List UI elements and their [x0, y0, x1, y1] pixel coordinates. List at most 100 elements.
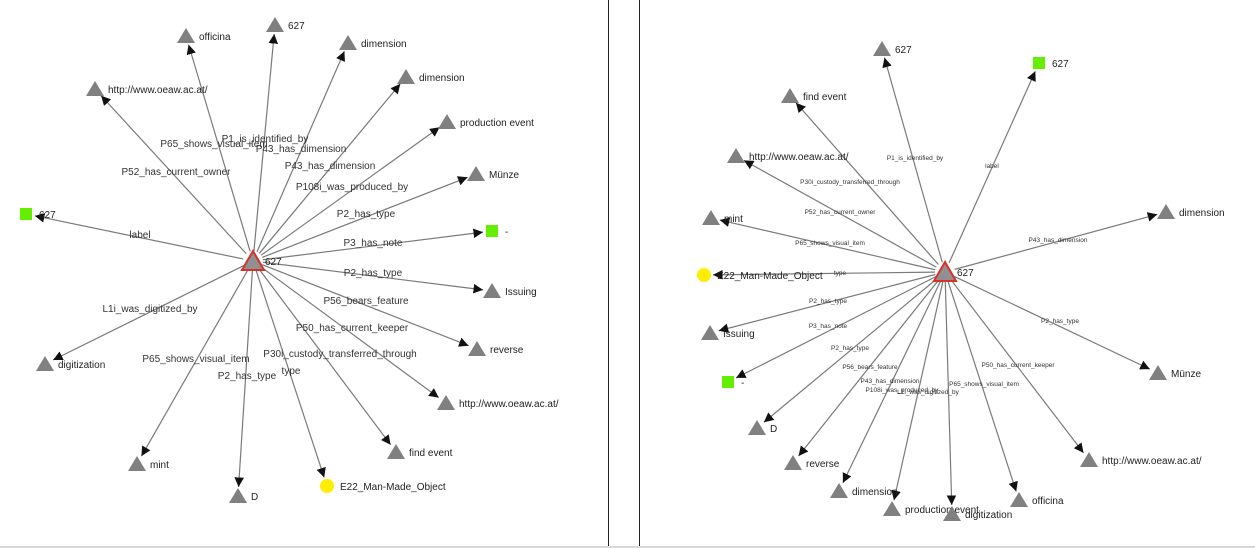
node-http-www-oeaw-ac-at[interactable]: http://www.oeaw.ac.at/	[1080, 452, 1202, 467]
edge-p1-is-identified-by[interactable]	[253, 33, 279, 252]
edge-p1-is-identified-by[interactable]	[882, 57, 943, 263]
edge-p43-has-dimension[interactable]	[256, 51, 345, 253]
edge-label[interactable]	[34, 213, 244, 260]
edge-p2-has-type[interactable]	[953, 275, 1151, 370]
edge-labels: P65_shows_visual_itemP1_is_identified_by…	[102, 134, 416, 382]
triangle-node-icon	[468, 341, 486, 356]
node-dimension[interactable]: dimension	[1157, 204, 1225, 219]
node-digitization[interactable]: digitization	[943, 506, 1012, 521]
edge-p65-shows-visual-item[interactable]	[947, 281, 1018, 492]
edge-p108i-was-produced-by[interactable]	[260, 126, 441, 256]
edge-label-p43-has-dimension: P43_has_dimension	[285, 161, 376, 172]
node-dimension[interactable]: dimension	[397, 69, 465, 84]
node-dash[interactable]: -	[722, 376, 744, 389]
node-reverse[interactable]: reverse	[784, 455, 840, 470]
node-http-www-oeaw-ac-at[interactable]: http://www.oeaw.ac.at/	[437, 395, 559, 410]
edge-p108i-was-produced-by[interactable]	[891, 281, 944, 501]
node-label: digitization	[965, 510, 1012, 521]
edge-p3-has-note[interactable]	[262, 228, 484, 261]
edge-type[interactable]	[712, 269, 936, 280]
node-production-event[interactable]: production event	[438, 114, 534, 129]
node-m-nze[interactable]: Münze	[1149, 365, 1201, 380]
center-node[interactable]: 627	[240, 249, 282, 271]
triangle-node-icon	[748, 420, 766, 435]
triangle-node-icon	[36, 356, 54, 371]
edge-p65-shows-visual-item[interactable]	[719, 217, 936, 271]
node-issuing[interactable]: Issuing	[701, 325, 755, 340]
edge-p2-has-type[interactable]	[718, 273, 936, 333]
circle-node-icon	[697, 268, 711, 282]
edge-p2-has-type[interactable]	[234, 270, 253, 488]
node-issuing[interactable]: Issuing	[483, 283, 537, 298]
node-627[interactable]: 627	[1033, 57, 1069, 70]
node-label: http://www.oeaw.ac.at/	[459, 399, 559, 410]
edge-label-p2-has-type: P2_has_type	[218, 371, 277, 382]
edge-label-p3-has-note: P3_has_note	[809, 323, 848, 330]
edge-label-p30i-custody-transferred-through: P30i_custody_transferred_through	[263, 349, 416, 360]
node-http-www-oeaw-ac-at[interactable]: http://www.oeaw.ac.at/	[86, 81, 208, 96]
node-e22-man-made-object[interactable]: E22_Man-Made_Object	[697, 268, 823, 282]
node-reverse[interactable]: reverse	[468, 341, 524, 356]
node-m-nze[interactable]: Münze	[467, 166, 519, 181]
node-label: reverse	[806, 459, 840, 470]
edge-p52-has-current-owner[interactable]	[743, 159, 937, 268]
node-d[interactable]: D	[229, 488, 258, 503]
edge-p30i-custody-transferred-through[interactable]	[795, 102, 939, 265]
edge-p65-shows-visual-item[interactable]	[186, 44, 251, 252]
edge-p50-has-current-keeper[interactable]	[260, 266, 440, 399]
node-627[interactable]: 627	[20, 208, 56, 221]
node-label: officina	[1032, 496, 1064, 507]
edge-label-p65-shows-visual-item: P65_shows_visual_item	[142, 354, 249, 365]
node-production-event[interactable]: production event	[883, 501, 979, 516]
node-digitization[interactable]: digitization	[36, 356, 105, 371]
triangle-node-icon	[397, 69, 415, 84]
node-find-event[interactable]: find event	[781, 88, 847, 103]
edge-l1i-was-digitized-by[interactable]	[52, 264, 245, 361]
edge-p56-bears-feature[interactable]	[798, 279, 940, 457]
node-dimension[interactable]: dimension	[830, 483, 898, 498]
edge-p3-has-note[interactable]	[735, 275, 937, 379]
edge-p2-has-type[interactable]	[262, 261, 484, 294]
edge-p52-has-current-owner[interactable]	[100, 95, 247, 255]
node-627[interactable]: 627	[873, 41, 912, 56]
node-627[interactable]: 627	[266, 17, 305, 32]
triangle-node-icon	[784, 455, 802, 470]
node-dimension[interactable]: dimension	[339, 35, 407, 50]
bottom-scroll-border	[0, 546, 1255, 548]
node-mint[interactable]: mint	[128, 456, 169, 471]
edge-p43-has-dimension[interactable]	[954, 212, 1158, 270]
edge-label-label: label	[129, 230, 150, 241]
edge-p2-has-type[interactable]	[763, 277, 938, 423]
triangle-node-icon	[943, 506, 961, 521]
edge-p43-has-dimension[interactable]	[842, 280, 942, 484]
node-label: 627	[288, 21, 305, 32]
edge-label-p65-shows-visual-item: P65_shows_visual_item	[795, 240, 865, 247]
edge-label[interactable]	[948, 70, 1036, 264]
left-graph-panel[interactable]: P65_shows_visual_item P1_is_identified_by…	[0, 0, 608, 546]
edge-label-p2-has-type: P2_has_type	[1041, 318, 1079, 325]
left-graph-canvas[interactable]: P65_shows_visual_itemP1_is_identified_by…	[0, 0, 608, 546]
node-e22-man-made-object[interactable]: E22_Man-Made_Object	[320, 479, 446, 493]
triangle-node-icon	[1010, 492, 1028, 507]
node-http-www-oeaw-ac-at[interactable]: http://www.oeaw.ac.at/	[727, 148, 849, 163]
node-label: find event	[409, 448, 453, 459]
edge-p30i-custody-transferred-through[interactable]	[258, 268, 392, 446]
edge-l1i-was-digitized-by[interactable]	[944, 281, 957, 506]
edge-p2-has-type[interactable]	[262, 176, 468, 258]
right-graph-panel[interactable]: P1_is_identified_by label P30i_custody_tra…	[640, 0, 1255, 546]
node-dash[interactable]: -	[486, 225, 508, 238]
edge-type[interactable]	[255, 270, 326, 478]
edge-p50-has-current-keeper[interactable]	[950, 279, 1085, 454]
center-node[interactable]: 627	[932, 260, 974, 282]
node-find-event[interactable]: find event	[387, 444, 453, 459]
node-d[interactable]: D	[748, 420, 777, 435]
edge-p56-bears-feature[interactable]	[262, 264, 469, 347]
node-officina[interactable]: officina	[177, 28, 231, 43]
edge-p43-has-dimension[interactable]	[258, 83, 401, 254]
triangle-node-icon	[266, 17, 284, 32]
node-label: D	[251, 492, 258, 503]
node-mint[interactable]: mint	[702, 210, 743, 225]
node-officina[interactable]: officina	[1010, 492, 1064, 507]
edge-p65-shows-visual-item[interactable]	[140, 269, 249, 457]
